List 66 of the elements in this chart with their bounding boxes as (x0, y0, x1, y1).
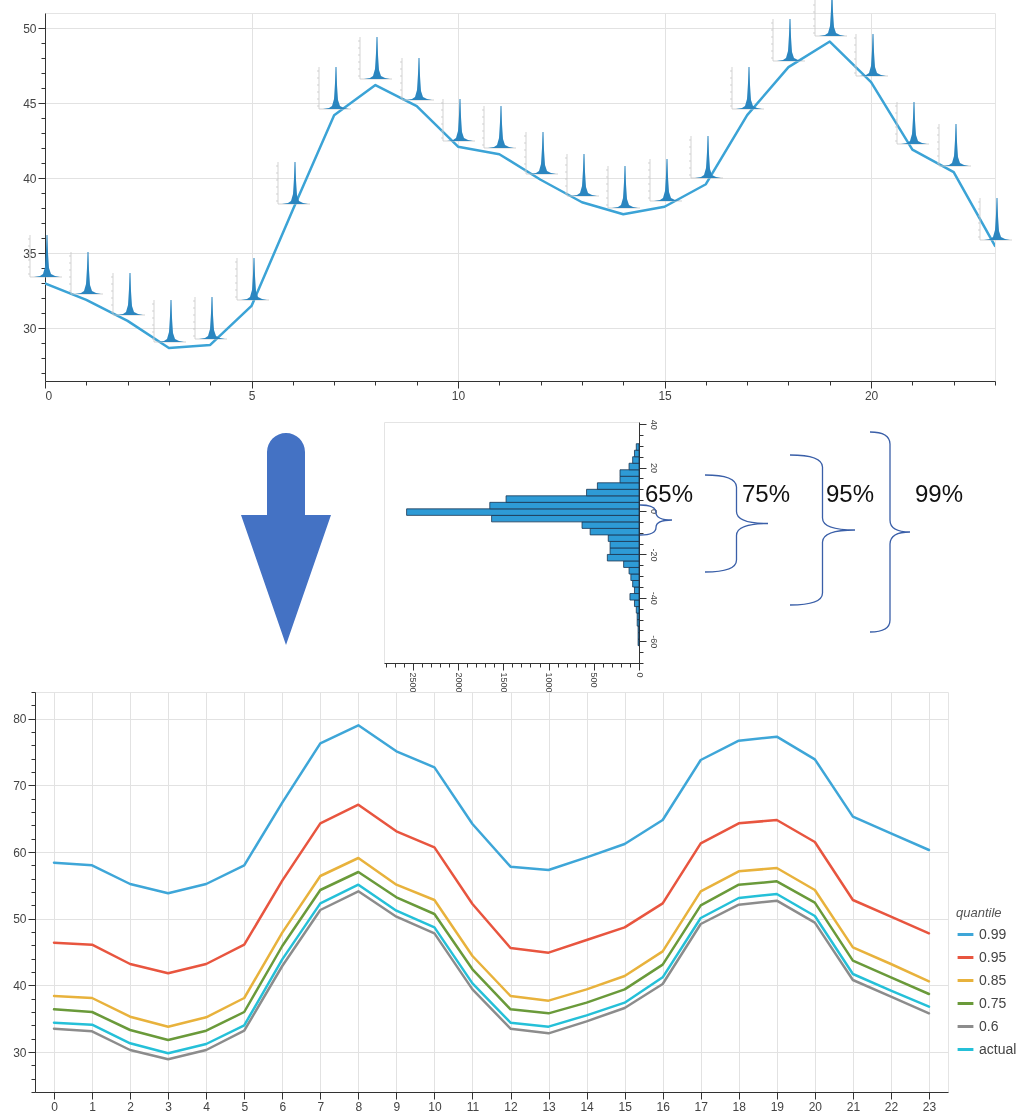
x-tick-label: 2500 (408, 672, 419, 693)
text: 95% (826, 480, 875, 508)
legend-label: 0.75 (979, 994, 1007, 1011)
line-series (52, 724, 931, 895)
y-tick-label: -20 (648, 548, 659, 562)
x-tick-label: 15 (658, 388, 673, 403)
x-tick-label: 23 (922, 1099, 937, 1114)
y-tick-label: 70 (13, 778, 27, 793)
x-tick-label: 19 (770, 1099, 785, 1114)
y-tick-label: 30 (23, 321, 37, 336)
x-tick-label: 4 (203, 1099, 211, 1114)
x-tick-label: 500 (589, 672, 600, 688)
x-tick-label: 1000 (544, 672, 555, 693)
x-tick-label: 0 (51, 1099, 59, 1114)
x-tick-label: 1500 (498, 672, 509, 693)
y-tick-label: 40 (23, 171, 37, 186)
y-tick-label: 30 (13, 1045, 27, 1060)
x-tick-label: 16 (656, 1099, 671, 1114)
x-tick-label: 0 (45, 388, 53, 403)
x-tick-label: 13 (542, 1099, 557, 1114)
x-tick-label: 10 (451, 388, 466, 403)
legend-label: 0.95 (979, 948, 1007, 965)
y-tick-label: 50 (13, 912, 27, 927)
y-tick-label: 45 (23, 96, 37, 111)
line-series (52, 803, 931, 975)
y-tick-label: 35 (23, 246, 37, 261)
legend-label: 0.6 (979, 1017, 999, 1034)
text: 75% (742, 480, 791, 508)
legend-label: 0.85 (979, 971, 1007, 988)
x-tick-label: 14 (580, 1099, 595, 1114)
x-tick-label: 17 (694, 1099, 709, 1114)
y-tick-label: -40 (648, 591, 659, 605)
x-tick-label: 22 (884, 1099, 899, 1114)
line-series (45, 40, 995, 350)
x-tick-label: 2000 (453, 672, 464, 693)
x-tick-label: 12 (504, 1099, 519, 1114)
x-tick-label: 5 (241, 1099, 249, 1114)
y-tick-label: 60 (13, 845, 27, 860)
x-tick-label: 0 (634, 672, 645, 678)
x-tick-label: 6 (279, 1099, 287, 1114)
y-tick-label: 20 (648, 463, 659, 474)
x-tick-label: 1 (89, 1099, 97, 1114)
x-tick-label: 5 (248, 388, 256, 403)
y-tick-label: 50 (23, 21, 37, 36)
line-series (52, 856, 931, 1028)
x-tick-label: 21 (846, 1099, 861, 1114)
x-tick-label: 10 (428, 1099, 442, 1114)
text: 65% (645, 480, 694, 508)
y-tick-label: 40 (13, 978, 27, 993)
x-tick-label: 15 (618, 1099, 633, 1114)
text: 99% (915, 480, 964, 508)
x-tick-label: 7 (317, 1099, 325, 1114)
legend-label: actual (979, 1040, 1017, 1057)
x-tick-label: 11 (466, 1099, 480, 1114)
x-tick-label: 8 (355, 1099, 363, 1114)
legend-label: 0.99 (979, 925, 1007, 942)
x-tick-label: 20 (864, 388, 879, 403)
legend-title: quantile (956, 905, 1002, 920)
x-tick-label: 2 (127, 1099, 135, 1114)
y-tick-label: -60 (648, 635, 659, 649)
x-tick-label: 18 (732, 1099, 747, 1114)
x-tick-label: 9 (393, 1099, 401, 1114)
y-tick-label: 40 (648, 419, 659, 430)
x-tick-label: 3 (165, 1099, 173, 1114)
y-tick-label: 80 (13, 712, 27, 727)
x-tick-label: 20 (808, 1099, 823, 1114)
